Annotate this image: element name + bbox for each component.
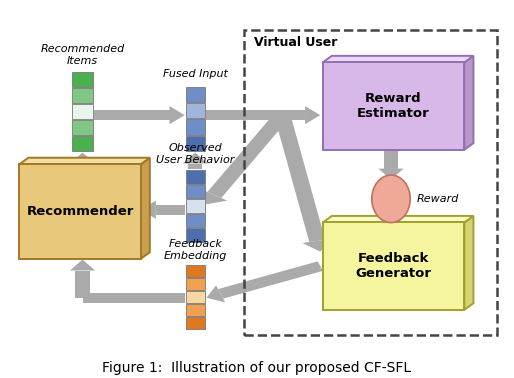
FancyBboxPatch shape bbox=[186, 214, 205, 228]
Polygon shape bbox=[70, 260, 95, 271]
Text: Reward: Reward bbox=[416, 194, 458, 204]
Polygon shape bbox=[182, 153, 208, 164]
Polygon shape bbox=[201, 189, 227, 204]
FancyBboxPatch shape bbox=[72, 88, 93, 103]
Polygon shape bbox=[464, 216, 473, 310]
Polygon shape bbox=[302, 239, 332, 252]
FancyBboxPatch shape bbox=[186, 278, 205, 290]
Text: Reward
Estimator: Reward Estimator bbox=[357, 92, 430, 120]
FancyBboxPatch shape bbox=[186, 103, 205, 118]
Polygon shape bbox=[323, 216, 473, 223]
Polygon shape bbox=[141, 201, 156, 219]
Text: Virtual User: Virtual User bbox=[254, 36, 338, 49]
Polygon shape bbox=[20, 158, 150, 164]
FancyBboxPatch shape bbox=[186, 185, 205, 198]
FancyBboxPatch shape bbox=[186, 291, 205, 303]
FancyBboxPatch shape bbox=[186, 317, 205, 329]
Polygon shape bbox=[207, 110, 305, 120]
Text: Recommender: Recommender bbox=[26, 205, 134, 218]
Polygon shape bbox=[464, 56, 473, 150]
Text: Feedback
Generator: Feedback Generator bbox=[356, 252, 432, 280]
FancyBboxPatch shape bbox=[72, 136, 93, 151]
Text: Observed
User Behavior: Observed User Behavior bbox=[156, 143, 234, 165]
Polygon shape bbox=[94, 110, 170, 120]
FancyBboxPatch shape bbox=[186, 87, 205, 102]
Polygon shape bbox=[207, 285, 225, 302]
Polygon shape bbox=[76, 271, 89, 298]
Polygon shape bbox=[208, 112, 289, 198]
FancyBboxPatch shape bbox=[323, 62, 464, 150]
Ellipse shape bbox=[372, 175, 410, 223]
Polygon shape bbox=[384, 210, 398, 218]
Text: Recommended
Items: Recommended Items bbox=[41, 45, 125, 66]
Polygon shape bbox=[323, 56, 473, 62]
FancyBboxPatch shape bbox=[72, 72, 93, 87]
Polygon shape bbox=[274, 114, 325, 242]
FancyBboxPatch shape bbox=[186, 119, 205, 135]
Text: Fused Input: Fused Input bbox=[163, 69, 228, 79]
Polygon shape bbox=[156, 204, 185, 215]
Polygon shape bbox=[188, 164, 203, 169]
Polygon shape bbox=[384, 150, 398, 169]
Polygon shape bbox=[83, 293, 185, 303]
Polygon shape bbox=[218, 261, 323, 299]
FancyBboxPatch shape bbox=[323, 223, 464, 310]
FancyBboxPatch shape bbox=[186, 228, 205, 242]
Polygon shape bbox=[378, 169, 403, 180]
Text: Figure 1:  Illustration of our proposed CF-SFL: Figure 1: Illustration of our proposed C… bbox=[102, 361, 412, 375]
Polygon shape bbox=[378, 210, 403, 221]
Text: Feedback
Embedding: Feedback Embedding bbox=[163, 239, 227, 261]
Polygon shape bbox=[70, 153, 95, 164]
FancyBboxPatch shape bbox=[186, 170, 205, 184]
FancyBboxPatch shape bbox=[72, 104, 93, 119]
FancyBboxPatch shape bbox=[186, 199, 205, 213]
FancyBboxPatch shape bbox=[186, 136, 205, 151]
Polygon shape bbox=[305, 106, 320, 124]
FancyBboxPatch shape bbox=[20, 164, 141, 259]
FancyBboxPatch shape bbox=[186, 265, 205, 277]
Polygon shape bbox=[141, 158, 150, 259]
FancyBboxPatch shape bbox=[186, 304, 205, 316]
Polygon shape bbox=[170, 106, 185, 124]
FancyBboxPatch shape bbox=[72, 120, 93, 135]
